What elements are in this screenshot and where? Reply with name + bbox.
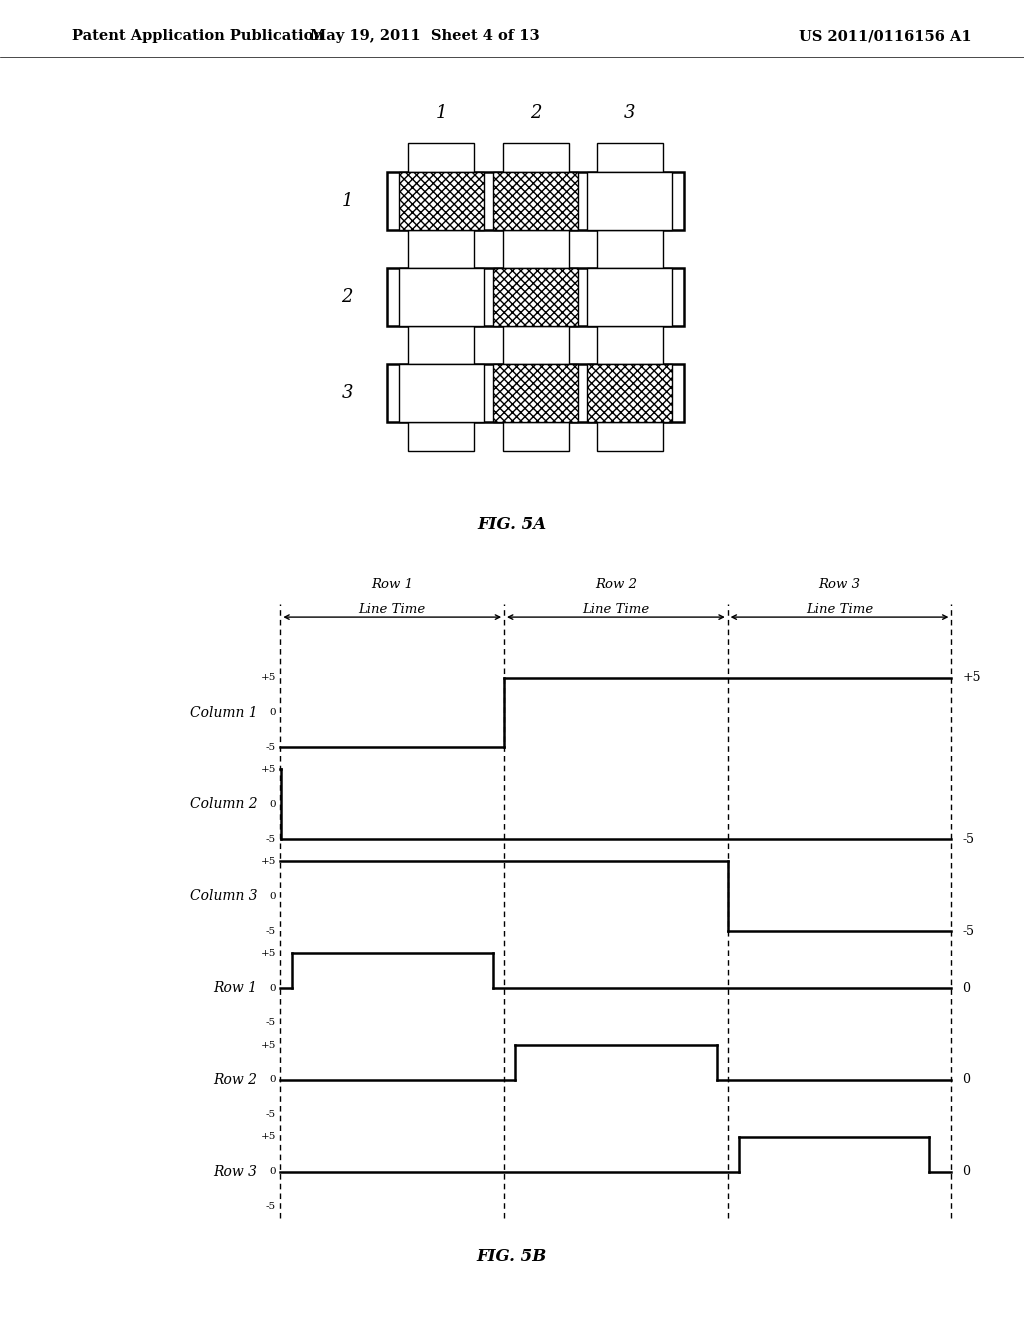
Text: Row 1: Row 1: [372, 578, 414, 590]
Bar: [387, 364, 684, 422]
Text: 0: 0: [963, 982, 971, 994]
Text: -5: -5: [265, 834, 275, 843]
Text: Line Time: Line Time: [358, 603, 426, 615]
Bar: [597, 230, 663, 268]
Text: Row 2: Row 2: [595, 578, 637, 590]
Text: +5: +5: [963, 671, 981, 684]
Text: 1: 1: [341, 191, 353, 210]
Text: Line Time: Line Time: [806, 603, 873, 615]
Text: 0: 0: [269, 1076, 275, 1085]
Text: FIG. 5B: FIG. 5B: [477, 1249, 547, 1265]
Text: Row 3: Row 3: [213, 1164, 257, 1179]
Text: FIG. 5A: FIG. 5A: [477, 516, 547, 532]
Text: -5: -5: [265, 1110, 275, 1119]
Text: 0: 0: [269, 1167, 275, 1176]
Text: +5: +5: [260, 1133, 275, 1142]
Bar: [588, 268, 672, 326]
Bar: [409, 422, 474, 450]
Bar: [387, 268, 684, 326]
Text: -5: -5: [265, 1203, 275, 1212]
Bar: [503, 144, 568, 172]
Text: 1: 1: [435, 104, 447, 121]
Bar: [387, 172, 684, 230]
Bar: [494, 268, 578, 326]
Text: Column 1: Column 1: [189, 705, 257, 719]
Bar: [597, 326, 663, 364]
Text: -5: -5: [265, 743, 275, 752]
Text: +5: +5: [260, 766, 275, 774]
Bar: [494, 172, 578, 230]
Bar: [503, 230, 568, 268]
Text: May 19, 2011  Sheet 4 of 13: May 19, 2011 Sheet 4 of 13: [310, 29, 540, 44]
Bar: [597, 144, 663, 172]
Text: -5: -5: [963, 833, 975, 846]
Bar: [409, 230, 474, 268]
Text: 0: 0: [963, 1166, 971, 1179]
Text: Row 1: Row 1: [213, 981, 257, 995]
Bar: [588, 364, 672, 422]
Bar: [399, 268, 483, 326]
Text: -5: -5: [265, 1019, 275, 1027]
Bar: [503, 422, 568, 450]
Bar: [503, 326, 568, 364]
Text: Column 3: Column 3: [189, 890, 257, 903]
Text: Line Time: Line Time: [583, 603, 649, 615]
Text: 0: 0: [269, 708, 275, 717]
Text: Row 2: Row 2: [213, 1073, 257, 1086]
Text: 0: 0: [269, 983, 275, 993]
Text: +5: +5: [260, 949, 275, 958]
Text: 3: 3: [341, 384, 353, 403]
Text: Row 3: Row 3: [818, 578, 860, 590]
Bar: [588, 172, 672, 230]
Text: 2: 2: [341, 288, 353, 306]
Text: Column 2: Column 2: [189, 797, 257, 812]
Text: +5: +5: [260, 857, 275, 866]
Text: 2: 2: [529, 104, 542, 121]
Text: +5: +5: [260, 673, 275, 682]
Text: -5: -5: [963, 924, 975, 937]
Bar: [399, 172, 483, 230]
Bar: [409, 326, 474, 364]
Bar: [597, 422, 663, 450]
Text: Patent Application Publication: Patent Application Publication: [72, 29, 324, 44]
Text: 3: 3: [624, 104, 636, 121]
Text: 0: 0: [269, 800, 275, 809]
Bar: [399, 364, 483, 422]
Bar: [409, 144, 474, 172]
Text: -5: -5: [265, 927, 275, 936]
Text: US 2011/0116156 A1: US 2011/0116156 A1: [799, 29, 972, 44]
Text: 0: 0: [269, 892, 275, 900]
Bar: [494, 364, 578, 422]
Text: 0: 0: [963, 1073, 971, 1086]
Text: +5: +5: [260, 1040, 275, 1049]
